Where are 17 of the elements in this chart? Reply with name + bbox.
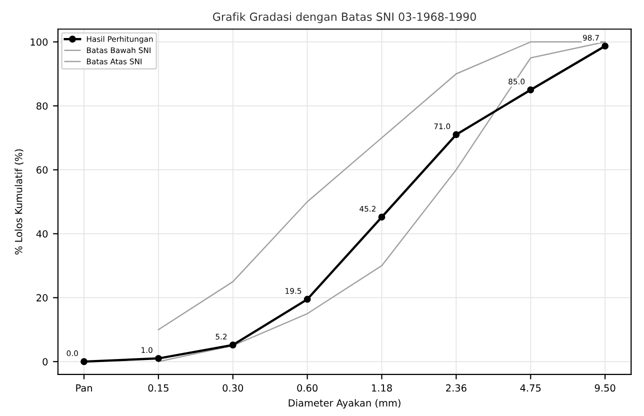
y-tick-label: 60 (36, 166, 48, 174)
x-tick-label: 1.18 (372, 384, 392, 392)
y-tick-label: 100 (30, 38, 48, 46)
x-tick-label: 0.60 (297, 384, 318, 392)
y-tick-label: 0 (42, 358, 48, 366)
y-tick-label: 40 (36, 230, 48, 238)
y-tick-label: 80 (36, 102, 48, 110)
x-tick-label: 2.36 (446, 384, 466, 392)
x-axis-title: Diameter Ayakan (mm) (288, 399, 400, 408)
x-tick-label: 0.15 (148, 384, 168, 392)
chart-title: Grafik Gradasi dengan Batas SNI 03-1968-1990 (212, 12, 476, 24)
x-tick-label: 0.30 (222, 384, 244, 392)
x-tick-label: 9.50 (594, 384, 616, 392)
x-tick-label: 4.75 (520, 384, 541, 392)
y-axis-title: % Lolos Kumulatif (%) (14, 149, 24, 254)
y-tick-label: 20 (36, 294, 48, 302)
x-tick-label: Pan (76, 384, 92, 392)
